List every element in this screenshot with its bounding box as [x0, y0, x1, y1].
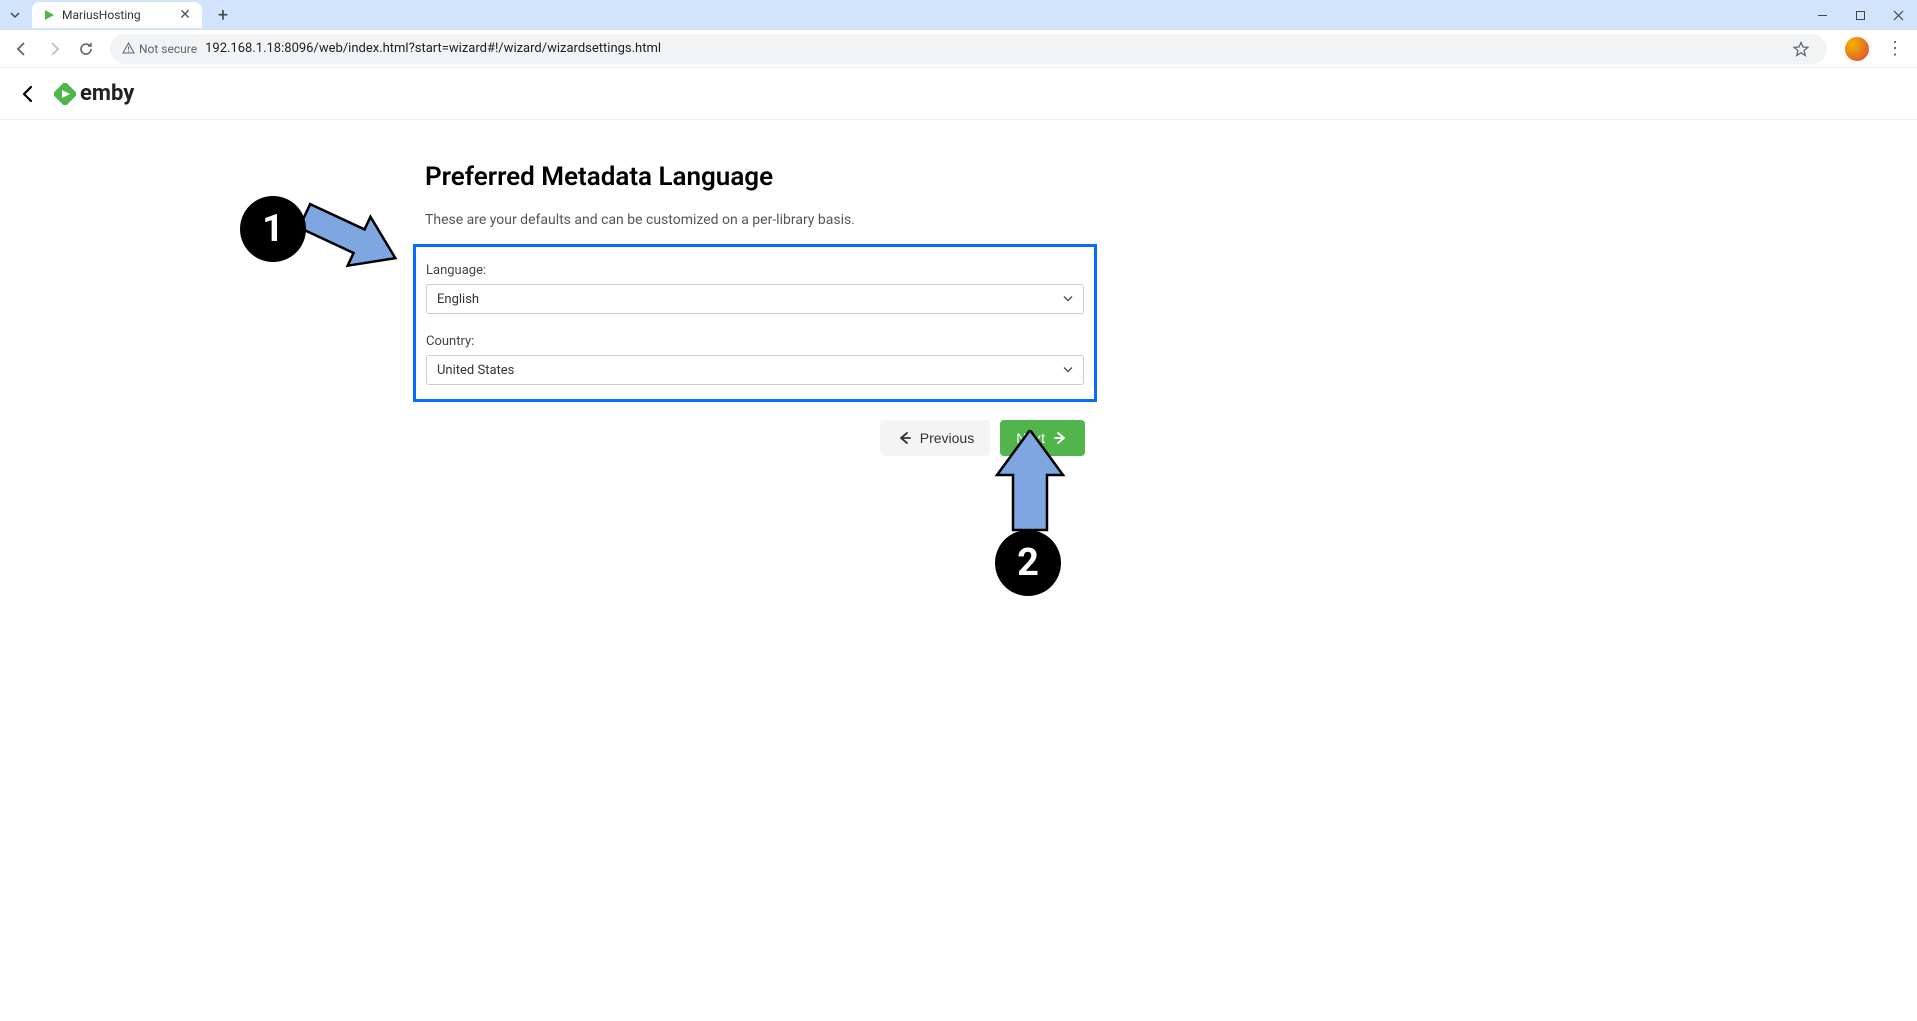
not-secure-label: Not secure — [139, 42, 197, 56]
app-header: emby — [0, 68, 1917, 120]
chrome-menu-icon[interactable]: ⋮ — [1881, 38, 1909, 59]
security-status[interactable]: Not secure — [122, 42, 197, 56]
address-bar[interactable]: Not secure 192.168.1.18:8096/web/index.h… — [110, 34, 1827, 64]
url-text: 192.168.1.18:8096/web/index.html?start=w… — [205, 41, 661, 56]
wizard-buttons: Previous Next — [425, 420, 1085, 456]
arrow-left-icon — [896, 430, 912, 446]
new-tab-button[interactable]: + — [210, 2, 236, 28]
tab-search-icon[interactable] — [0, 9, 30, 21]
wizard-form: Preferred Metadata Language These are yo… — [425, 162, 1085, 456]
reload-button[interactable] — [72, 35, 100, 63]
warning-icon — [122, 42, 135, 55]
language-label: Language: — [426, 263, 1084, 278]
tab-close-icon[interactable]: ✕ — [178, 8, 192, 22]
emby-logo-text: emby — [80, 81, 134, 106]
emby-logo[interactable]: emby — [54, 81, 134, 106]
tab-title: MariusHosting — [62, 8, 172, 22]
page-title: Preferred Metadata Language — [425, 162, 1085, 192]
profile-avatar[interactable] — [1845, 37, 1869, 61]
annotation-1: 1 — [240, 172, 420, 296]
close-window-button[interactable] — [1879, 0, 1917, 30]
country-select[interactable]: United States — [426, 355, 1084, 385]
highlighted-fields: Language: English Country: United States — [413, 244, 1097, 402]
language-select-value: English — [426, 284, 1084, 314]
language-select[interactable]: English — [426, 284, 1084, 314]
minimize-button[interactable] — [1803, 0, 1841, 30]
browser-toolbar: Not secure 192.168.1.18:8096/web/index.h… — [0, 30, 1917, 68]
country-label: Country: — [426, 334, 1084, 349]
window-controls — [1803, 0, 1917, 30]
browser-titlebar: MariusHosting ✕ + — [0, 0, 1917, 30]
bookmark-star-icon[interactable] — [1787, 41, 1815, 57]
arrow-right-icon — [1053, 430, 1069, 446]
emby-logo-icon — [54, 83, 76, 105]
page-subtitle: These are your defaults and can be custo… — [425, 212, 1085, 228]
content-area: Preferred Metadata Language These are yo… — [0, 120, 1917, 1021]
country-select-value: United States — [426, 355, 1084, 385]
annotation-badge-1: 1 — [240, 196, 306, 262]
tab-favicon-icon — [42, 8, 56, 22]
previous-button-label: Previous — [920, 430, 974, 446]
annotation-badge-2: 2 — [995, 530, 1061, 596]
nav-forward-button[interactable] — [40, 35, 68, 63]
next-button-label: Next — [1016, 430, 1045, 446]
next-button[interactable]: Next — [1000, 420, 1085, 456]
app-back-button[interactable] — [14, 80, 42, 108]
nav-back-button[interactable] — [8, 35, 36, 63]
previous-button[interactable]: Previous — [880, 420, 990, 456]
maximize-button[interactable] — [1841, 0, 1879, 30]
annotation-2: 2 — [985, 430, 1075, 624]
browser-tab[interactable]: MariusHosting ✕ — [32, 2, 202, 28]
